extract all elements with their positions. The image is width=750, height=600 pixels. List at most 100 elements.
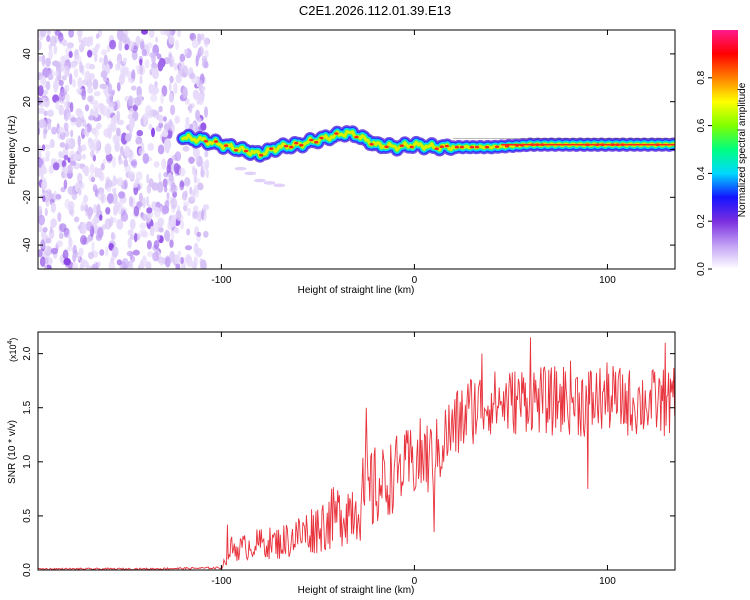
noise-speckle [69,160,77,166]
colorbar-tick-label: 0.2 [696,214,707,228]
noise-speckle [54,30,61,36]
colorbar-ticks: 0.0 0.2 0.4 0.6 0.8 [696,70,712,276]
noise-speckle [140,41,145,50]
y-tick-label: 40 [22,48,33,60]
noise-speckle [69,73,73,85]
noise-speckle [85,221,93,232]
snr-y-ticks: 0.0 0.5 1.0 1.5 2.0 [22,346,675,577]
noise-speckle [119,145,124,156]
noise-speckle [52,162,60,171]
noise-speckle [100,162,105,171]
noise-speckle [174,39,180,51]
noise-speckle [69,102,74,113]
noise-speckle [116,59,121,70]
noise-speckle [67,201,75,211]
noise-speckle [138,192,143,203]
noise-speckle [104,143,112,156]
noise-speckle [193,172,197,184]
noise-speckle [132,249,140,256]
noise-speckle [198,79,203,92]
noise-speckle [81,88,86,101]
noise-speckle [116,127,121,137]
noise-speckle [99,249,105,256]
noise-speckle [171,214,177,222]
noise-speckle [184,245,193,251]
noise-speckle [193,242,199,254]
noise-speckle [178,167,186,177]
noise-speckle [120,33,128,43]
noise-speckle [162,116,167,122]
noise-speckle [38,126,41,136]
noise-speckle [47,122,52,130]
noise-speckle [65,93,70,103]
noise-speckle [133,182,139,188]
noise-speckle [63,154,69,161]
noise-speckle [84,70,91,83]
noise-speckle [60,55,65,66]
band-smear [273,183,286,188]
noise-speckle [38,205,43,211]
noise-speckle [88,63,96,70]
noise-speckle [196,231,202,237]
band-core-blob [399,144,404,147]
noise-speckle [94,166,98,178]
noise-speckle [102,158,107,165]
noise-speckle [74,216,80,223]
noise-speckle [203,230,209,238]
noise-speckle [131,50,138,61]
noise-speckle [63,101,68,109]
noise-speckle [63,122,69,131]
noise-speckle [139,58,143,66]
noise-speckle [204,106,208,118]
noise-speckle [45,57,51,67]
noise-speckle [89,35,94,46]
noise-speckle [107,83,113,94]
band-core-blob [484,145,490,149]
noise-speckle [203,61,209,69]
noise-speckle [146,207,153,214]
noise-speckle [128,196,134,207]
noise-speckle [61,160,67,168]
colorbar-tick-label: 0.6 [696,118,707,132]
band-core-blob [504,144,510,148]
noise-speckle [80,200,88,210]
noise-speckle [169,75,174,84]
band-core-blob [289,145,294,149]
noise-speckle [101,49,108,56]
noise-speckle [142,153,149,164]
noise-speckle [42,67,50,79]
noise-speckle [149,52,157,59]
noise-speckle [191,39,199,49]
noise-speckle [87,210,92,220]
noise-speckle [70,114,77,126]
noise-speckle [135,35,141,46]
noise-speckle [192,148,200,158]
noise-speckle [80,235,87,245]
noise-speckle [182,145,190,152]
noise-speckle [67,186,75,195]
noise-speckle [42,226,48,233]
colorbar-label: Normalized spectral amplitude [737,82,748,217]
snr-series-line [38,337,675,570]
noise-speckle [136,64,141,71]
band-smear [253,178,266,183]
noise-speckle [80,182,85,190]
noise-speckle [58,91,66,102]
y-tick-label: 0 [22,146,33,152]
noise-speckle [82,153,86,160]
snr-y-scale-exponent: 4 [7,340,14,344]
noise-speckle [100,103,105,115]
noise-speckle [146,196,150,207]
y-tick-label: -20 [22,190,33,205]
noise-speckle [50,247,59,255]
noise-speckle [38,249,43,258]
noise-speckle [106,193,114,204]
noise-speckle [146,173,150,184]
noise-speckle [94,107,99,119]
noise-speckle [161,158,167,170]
noise-speckle [144,59,150,69]
noise-speckle [162,178,168,188]
noise-speckle [116,82,121,92]
noise-speckle [96,167,103,179]
